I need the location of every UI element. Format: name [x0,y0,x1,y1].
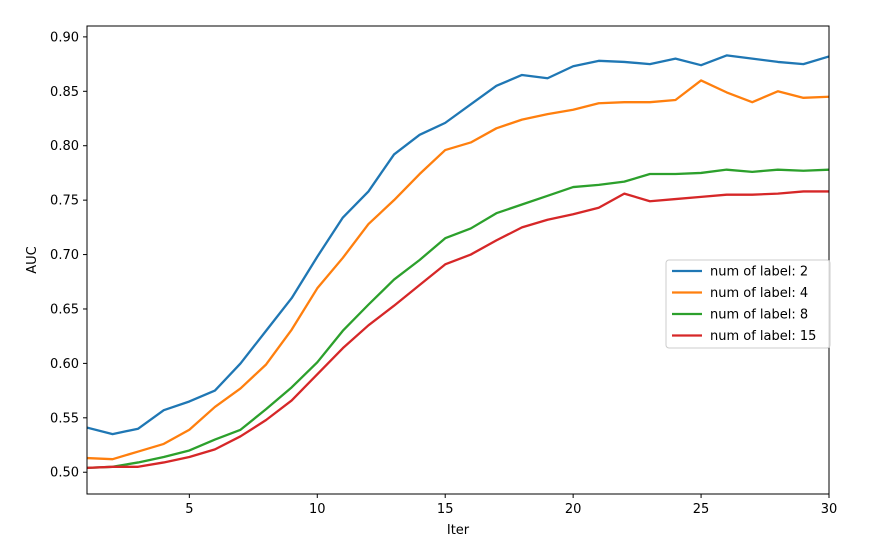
y-axis-label: AUC [25,246,40,274]
y-tick-label: 0.60 [50,357,79,372]
series-line-4 [87,190,829,470]
series-layer [87,54,829,470]
y-axis: 0.50 0.55 0.60 0.65 0.70 0.75 0.80 0.85 0.90 [50,30,87,481]
y-tick-label: 0.75 [50,194,79,209]
series-line-2 [87,79,829,461]
x-tick-label: 20 [565,502,582,517]
y-tick-label: 0.90 [50,30,79,45]
x-axis-label: Iter [447,523,470,538]
series-line-1 [87,54,829,436]
legend-label: num of label: 15 [710,329,816,344]
x-tick-label: 5 [185,502,193,517]
x-axis: 5 10 15 20 25 30 [185,494,837,517]
legend-box [665,259,831,349]
legend-label: num of label: 8 [710,308,808,323]
x-tick-label: 25 [693,502,710,517]
y-tick-label: 0.80 [50,139,79,154]
x-tick-label: 15 [437,502,454,517]
y-tick-label: 0.50 [50,466,79,481]
legend-label: num of label: 2 [710,265,808,280]
y-tick-label: 0.70 [50,248,79,263]
y-tick-label: 0.65 [50,302,79,317]
series-line-3 [87,168,829,470]
y-tick-label: 0.85 [50,85,79,100]
x-tick-label: 30 [821,502,838,517]
legend-label: num of label: 4 [710,286,808,301]
y-tick-label: 0.55 [50,411,79,426]
legend: num of label: 2 num of label: 4 num of lab… [665,259,831,349]
x-tick-label: 10 [309,502,326,517]
